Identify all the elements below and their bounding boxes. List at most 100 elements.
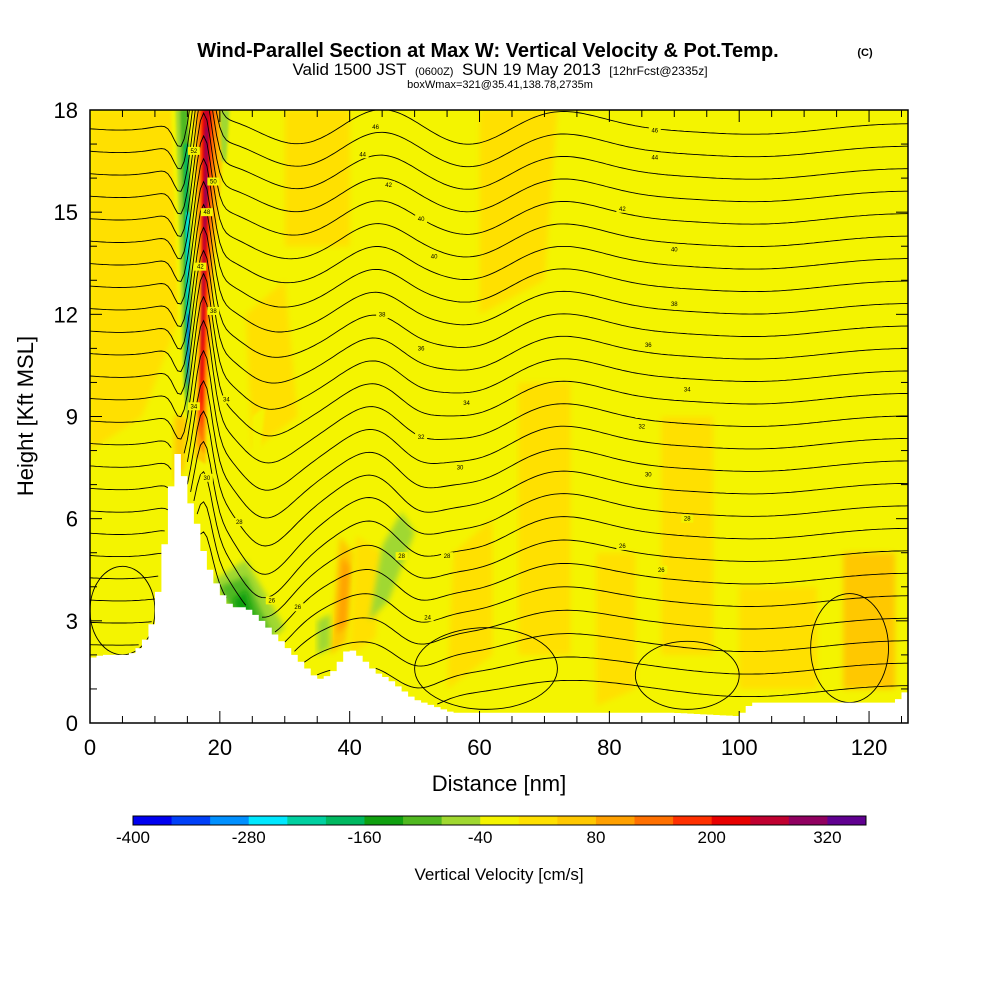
colorbar-swatch (827, 816, 867, 825)
x-tick-label: 100 (721, 735, 758, 760)
contour-label: 42 (382, 180, 395, 189)
contour-label-text: 36 (418, 346, 425, 352)
contour-label: 32 (415, 432, 428, 441)
contour-label-bg (616, 541, 629, 550)
contour-label-text: 26 (268, 598, 275, 604)
contour-label: 42 (194, 262, 207, 271)
contour-label-bg (291, 603, 304, 612)
x-axis-label: Distance [nm] (432, 771, 567, 796)
contour-label: 40 (415, 214, 428, 223)
velocity-patch (349, 535, 383, 655)
colorbar-swatch (788, 816, 828, 825)
contour-label-text: 32 (638, 425, 645, 431)
velocity-patch (317, 614, 331, 655)
colorbar-label: Vertical Velocity [cm/s] (414, 865, 583, 884)
contour-label: 50 (207, 177, 220, 186)
contour-label-text: 46 (651, 128, 658, 134)
contour-label: 26 (291, 603, 304, 612)
contour-label: 44 (356, 150, 369, 159)
contour-label: 26 (616, 541, 629, 550)
contour-label-text: 30 (645, 472, 652, 478)
contour-label-text: 48 (204, 210, 211, 216)
contour-label-bg (428, 252, 441, 261)
valid-prefix: Valid 1500 JST (292, 60, 406, 79)
contour-label-bg (395, 552, 408, 561)
y-tick-label: 12 (54, 302, 78, 327)
contour-label-bg (415, 432, 428, 441)
theta-contour (90, 249, 908, 384)
contour-label-bg (681, 514, 694, 523)
forecast-tag: [12hrFcst@2335z] (609, 64, 707, 78)
theta-contour (90, 111, 908, 237)
contour-label-text: 30 (457, 466, 464, 472)
contour-label: 34 (681, 385, 694, 394)
contour-label-text: 34 (463, 401, 470, 407)
contour-label: 40 (428, 252, 441, 261)
contour-label-bg (369, 123, 382, 132)
colorbar-swatch (711, 816, 751, 825)
theta-contour (90, 349, 908, 491)
colorbar-tick-label: 80 (586, 828, 605, 847)
title-mark: (C) (857, 47, 873, 59)
theta-contour (90, 410, 908, 547)
contour-label-text: 26 (294, 605, 301, 611)
x-tick-label: 20 (208, 735, 232, 760)
colorbar-swatch (325, 816, 365, 825)
colorbar-tick-label: 320 (813, 828, 841, 847)
contour-label-bg (668, 245, 681, 254)
theta-contour (90, 226, 908, 358)
theta-contours (90, 110, 908, 710)
contour-label: 44 (648, 153, 661, 162)
velocity-patches (90, 110, 896, 706)
contour-label-bg (207, 306, 220, 315)
contour-label: 26 (265, 596, 278, 605)
colorbar-tick-label: 200 (697, 828, 725, 847)
y-axis-label: Height [Kft MSL] (13, 336, 38, 496)
velocity-patch (447, 518, 493, 689)
plot-field: 46 44 42 40 40 38 36 34 32 30 28 28 24 46 44 42 40 38 36 34… (90, 110, 908, 723)
contour-label-bg (233, 518, 246, 527)
contour-label-bg (356, 150, 369, 159)
velocity-patch (202, 178, 208, 305)
contour-label-bg (635, 422, 648, 431)
contour-label-text: 32 (418, 435, 425, 441)
colorbar-swatch (595, 816, 636, 825)
y-tick-label: 9 (66, 405, 78, 430)
contour-label: 38 (376, 310, 389, 319)
colorbar-swatch (557, 816, 597, 825)
contour-label-bg (415, 344, 428, 353)
x-tick-label: 80 (597, 735, 621, 760)
velocity-patch (201, 127, 209, 349)
colorbar-tick-label: -40 (468, 828, 493, 847)
contour-label-bg (382, 180, 395, 189)
y-tick-label: 18 (54, 98, 78, 123)
contour-label-bg (648, 126, 661, 135)
contour-label-text: 36 (645, 343, 652, 349)
contour-label-text: 40 (418, 217, 425, 223)
velocity-patch (219, 110, 230, 162)
colorbar-tick-labels: -400 -280 -160 -40 80 200 320 (116, 828, 842, 847)
theta-contour (90, 531, 908, 633)
velocity-patch (245, 280, 298, 451)
velocity-patch (739, 586, 818, 689)
contour-label-bg (421, 613, 434, 622)
theta-contour (90, 380, 908, 519)
contour-label-bg (655, 565, 668, 574)
contour-label-text: 26 (619, 544, 626, 550)
y-tick-label: 3 (66, 609, 78, 634)
contour-label-text: 24 (424, 615, 431, 621)
theta-contour (90, 134, 908, 260)
contour-label: 30 (642, 470, 655, 479)
contour-label-text: 38 (379, 312, 386, 318)
contour-label-bg (220, 395, 233, 404)
contour-label: 28 (681, 514, 694, 523)
x-tick-label: 40 (337, 735, 361, 760)
valid-date: SUN 19 May 2013 (462, 60, 601, 79)
contour-label-bg (207, 177, 220, 186)
theta-contour (90, 440, 908, 575)
contour-label-text: 34 (684, 387, 691, 393)
contour-label-bg (200, 473, 213, 482)
contour-label-text: 34 (191, 404, 198, 410)
axis-ticks (89, 109, 908, 724)
x-tick-label: 120 (851, 735, 888, 760)
